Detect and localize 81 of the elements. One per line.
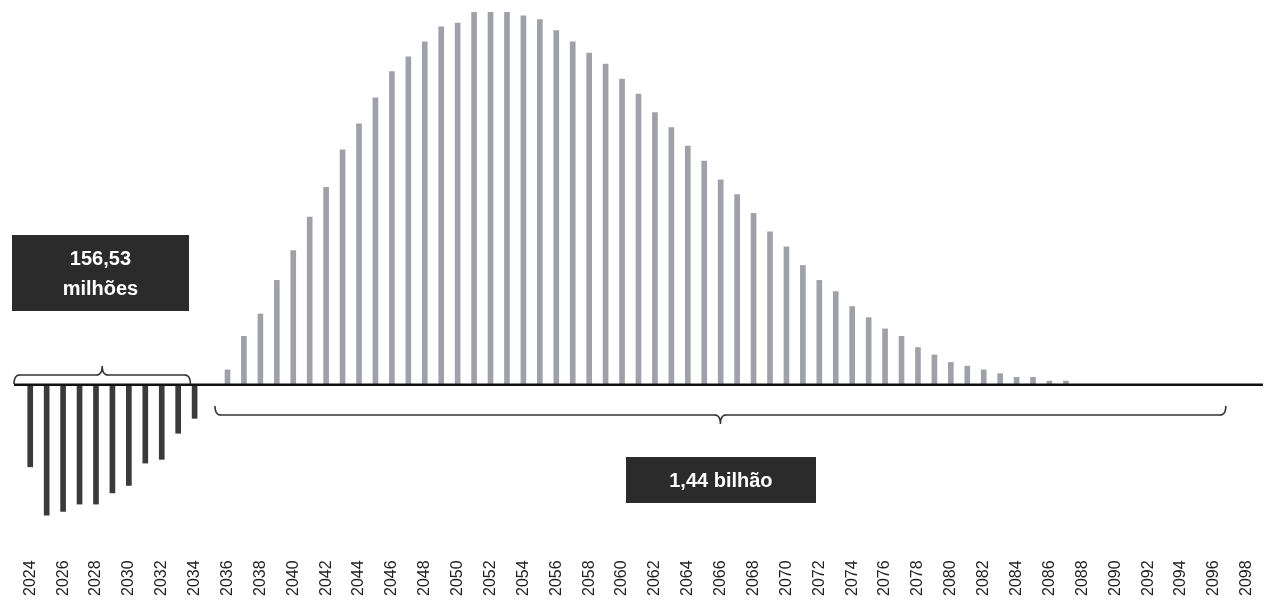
x-tick-label: 2026 — [53, 560, 71, 596]
bar — [356, 123, 362, 386]
x-tick-label: 2088 — [1072, 560, 1090, 596]
bar — [306, 216, 313, 386]
bar — [405, 56, 412, 386]
x-tick-label: 2050 — [448, 560, 466, 596]
bar — [684, 145, 691, 386]
x-tick-label: 2094 — [1171, 560, 1189, 596]
x-tick-label: 2044 — [349, 560, 367, 596]
x-tick-label: 2092 — [1138, 560, 1156, 596]
bar — [816, 280, 823, 386]
bar — [849, 306, 856, 386]
x-tick-label: 2056 — [546, 560, 564, 596]
text-box: 1,44 bilhão — [625, 456, 816, 503]
x-tick-label: 2098 — [1237, 560, 1255, 596]
bar — [438, 26, 445, 386]
x-tick-label: 2082 — [974, 560, 992, 596]
x-tick-label: 2028 — [86, 560, 104, 596]
bar — [537, 19, 543, 386]
bar — [323, 186, 329, 386]
x-tick-label: 2034 — [185, 560, 203, 596]
bar — [997, 373, 1003, 386]
bar — [619, 78, 625, 386]
x-tick-label: 2080 — [941, 560, 959, 596]
x-tick-label: 2064 — [678, 560, 696, 596]
bar — [586, 52, 592, 386]
bar — [471, 12, 477, 386]
bar — [421, 41, 428, 386]
x-tick-label: 2032 — [152, 560, 170, 596]
x-tick-label: 2040 — [283, 560, 301, 596]
bar — [948, 362, 954, 386]
bar — [553, 30, 560, 386]
x-tick-label: 2042 — [316, 560, 334, 596]
bar — [504, 12, 510, 386]
bar — [175, 384, 182, 434]
x-tick-label: 2066 — [711, 560, 729, 596]
bar — [27, 384, 34, 468]
x-tick-label: 2076 — [875, 560, 893, 596]
bar — [158, 384, 165, 460]
bar — [767, 231, 773, 386]
bar — [701, 160, 708, 386]
bar — [241, 336, 247, 386]
x-tick-label: 2046 — [382, 560, 400, 596]
bar — [93, 384, 99, 505]
bar — [980, 369, 987, 386]
x-tick-label: 2078 — [908, 560, 926, 596]
bar — [832, 291, 839, 386]
bar — [389, 71, 395, 386]
bar — [126, 384, 132, 486]
x-tick-label: 2070 — [776, 560, 794, 596]
text-box: 156,53 milhões — [12, 234, 189, 311]
x-tick-label: 2074 — [842, 560, 860, 596]
x-tick-label: 2048 — [415, 560, 433, 596]
x-tick-label: 2084 — [1007, 560, 1024, 596]
bar — [717, 179, 724, 386]
bar — [60, 384, 66, 512]
bar — [964, 365, 971, 386]
x-tick-label: 2024 — [20, 560, 38, 596]
x-tick-label: 2096 — [1204, 560, 1222, 596]
x-tick-label: 2060 — [612, 560, 630, 596]
bar — [1030, 377, 1036, 386]
x-tick-label: 2072 — [809, 560, 827, 596]
x-tick-label: 2054 — [513, 560, 531, 596]
x-tick-label: 2062 — [645, 560, 663, 596]
bar — [882, 328, 888, 386]
x-tick-label: 2036 — [217, 560, 235, 596]
x-tick-label: 2090 — [1105, 560, 1123, 596]
bar — [800, 265, 806, 386]
bar — [273, 280, 280, 386]
bar — [915, 347, 921, 386]
bar — [290, 250, 297, 386]
x-tick-label: 2038 — [250, 560, 268, 596]
bar — [569, 41, 576, 386]
bar — [734, 194, 740, 386]
x-tick-label: 2058 — [579, 560, 597, 596]
x-tick-label: 2068 — [743, 560, 761, 596]
x-tick-label: 2052 — [480, 560, 498, 596]
x-tick-label: 2030 — [119, 560, 137, 596]
bar — [142, 384, 149, 464]
x-tick-label: 2086 — [1039, 560, 1057, 596]
bar — [652, 112, 658, 386]
